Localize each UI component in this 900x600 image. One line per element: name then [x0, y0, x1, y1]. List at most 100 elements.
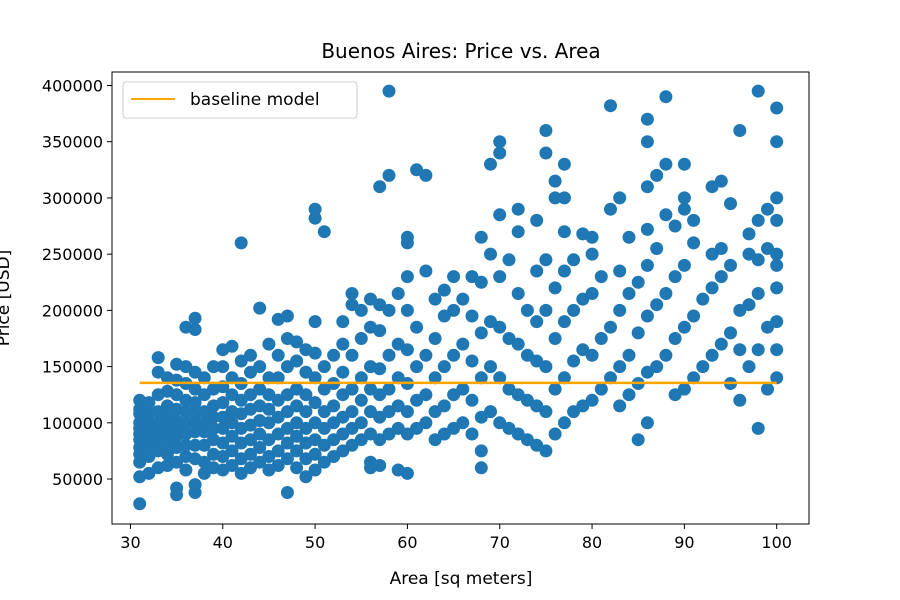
plot-frame	[111, 71, 810, 525]
data-point-364	[613, 399, 627, 413]
data-point-417	[714, 174, 728, 188]
data-point-155	[290, 444, 304, 458]
data-point-433	[751, 253, 765, 267]
data-point-260	[419, 168, 433, 182]
data-point-357	[594, 382, 608, 396]
data-point-176	[308, 346, 322, 360]
data-point-244	[400, 405, 414, 419]
data-point-386	[650, 298, 664, 312]
data-point-142	[271, 371, 285, 385]
data-point-414	[714, 337, 728, 351]
data-point-171	[308, 447, 322, 461]
data-point-153	[280, 309, 294, 323]
y-axis-ticks: 50000 100000 150000 200000 250000 300000 35000…	[42, 76, 112, 489]
data-point-340	[557, 264, 571, 278]
data-point-114	[244, 447, 257, 461]
data-point-399	[677, 320, 691, 334]
data-point-302	[493, 146, 507, 160]
data-point-321	[530, 315, 544, 329]
data-point-278	[456, 337, 470, 351]
data-point-265	[428, 292, 442, 306]
data-point-154	[290, 461, 304, 475]
data-point-19	[142, 396, 156, 410]
data-point-281	[465, 393, 479, 407]
data-point-422	[733, 393, 747, 407]
data-point-30	[160, 447, 174, 461]
data-point-285	[474, 461, 488, 475]
data-point-221	[373, 459, 387, 472]
data-point-122	[253, 441, 267, 454]
data-point-430	[751, 421, 765, 435]
data-point-449	[770, 101, 784, 115]
data-point-396	[668, 270, 682, 284]
data-point-284	[465, 270, 479, 284]
data-point-146	[280, 452, 294, 466]
data-point-442	[770, 315, 784, 329]
data-point-204	[345, 348, 359, 362]
data-point-211	[354, 332, 368, 345]
data-point-390	[659, 287, 673, 300]
data-point-70	[188, 311, 202, 325]
data-point-292	[484, 405, 497, 419]
x-tick-label: 80	[582, 533, 602, 552]
data-point-179	[308, 202, 322, 216]
y-tick-label: 100000	[42, 414, 103, 433]
data-point-279	[456, 292, 470, 306]
data-point-354	[585, 287, 599, 300]
data-point-407	[687, 213, 701, 227]
data-point-277	[456, 382, 470, 396]
data-point-156	[290, 429, 304, 443]
data-point-175	[308, 371, 322, 385]
data-point-393	[659, 90, 673, 104]
data-point-133	[262, 402, 276, 416]
data-point-440	[770, 371, 784, 385]
data-point-231	[382, 382, 396, 396]
data-point-275	[447, 270, 461, 284]
data-point-337	[557, 416, 571, 430]
data-point-432	[751, 287, 765, 300]
data-point-391	[659, 208, 673, 222]
data-point-377	[640, 416, 654, 430]
data-point-186	[317, 225, 331, 239]
data-point-289	[474, 326, 488, 340]
data-point-419	[724, 326, 737, 340]
data-point-185	[317, 360, 331, 374]
data-point-170	[308, 463, 322, 477]
data-point-18	[142, 405, 156, 419]
data-point-365	[613, 360, 627, 374]
data-point-322	[530, 264, 544, 278]
data-point-257	[419, 388, 433, 402]
data-point-368	[613, 191, 627, 205]
data-point-199	[336, 315, 350, 329]
x-tick-label: 90	[674, 533, 694, 552]
data-point-293	[484, 360, 497, 374]
data-point-205	[345, 298, 359, 312]
data-point-136	[262, 337, 276, 351]
x-tick-label: 100	[761, 533, 792, 552]
data-point-192	[327, 348, 341, 362]
data-point-276	[456, 416, 470, 430]
data-point-166	[299, 405, 313, 419]
data-point-334	[548, 281, 562, 295]
data-point-174	[308, 396, 322, 410]
data-point-28	[151, 351, 165, 365]
data-point-222	[373, 433, 387, 447]
data-point-138	[271, 444, 285, 458]
data-point-103	[225, 339, 239, 353]
y-tick-label: 200000	[42, 301, 103, 320]
data-point-346	[567, 303, 581, 317]
x-tick-label: 70	[490, 533, 510, 552]
data-point-299	[493, 320, 507, 334]
data-point-60	[188, 478, 202, 492]
data-point-268	[437, 360, 451, 374]
data-point-345	[567, 354, 581, 368]
y-tick-label: 300000	[42, 189, 103, 208]
data-point-353	[585, 348, 599, 362]
data-point-384	[640, 112, 654, 126]
data-point-383	[640, 135, 654, 149]
data-point-447	[770, 191, 784, 205]
data-point-120	[244, 348, 257, 362]
x-axis-ticks: 30 40 50 60 70 80 90 100	[120, 524, 792, 552]
data-point-258	[419, 348, 433, 362]
